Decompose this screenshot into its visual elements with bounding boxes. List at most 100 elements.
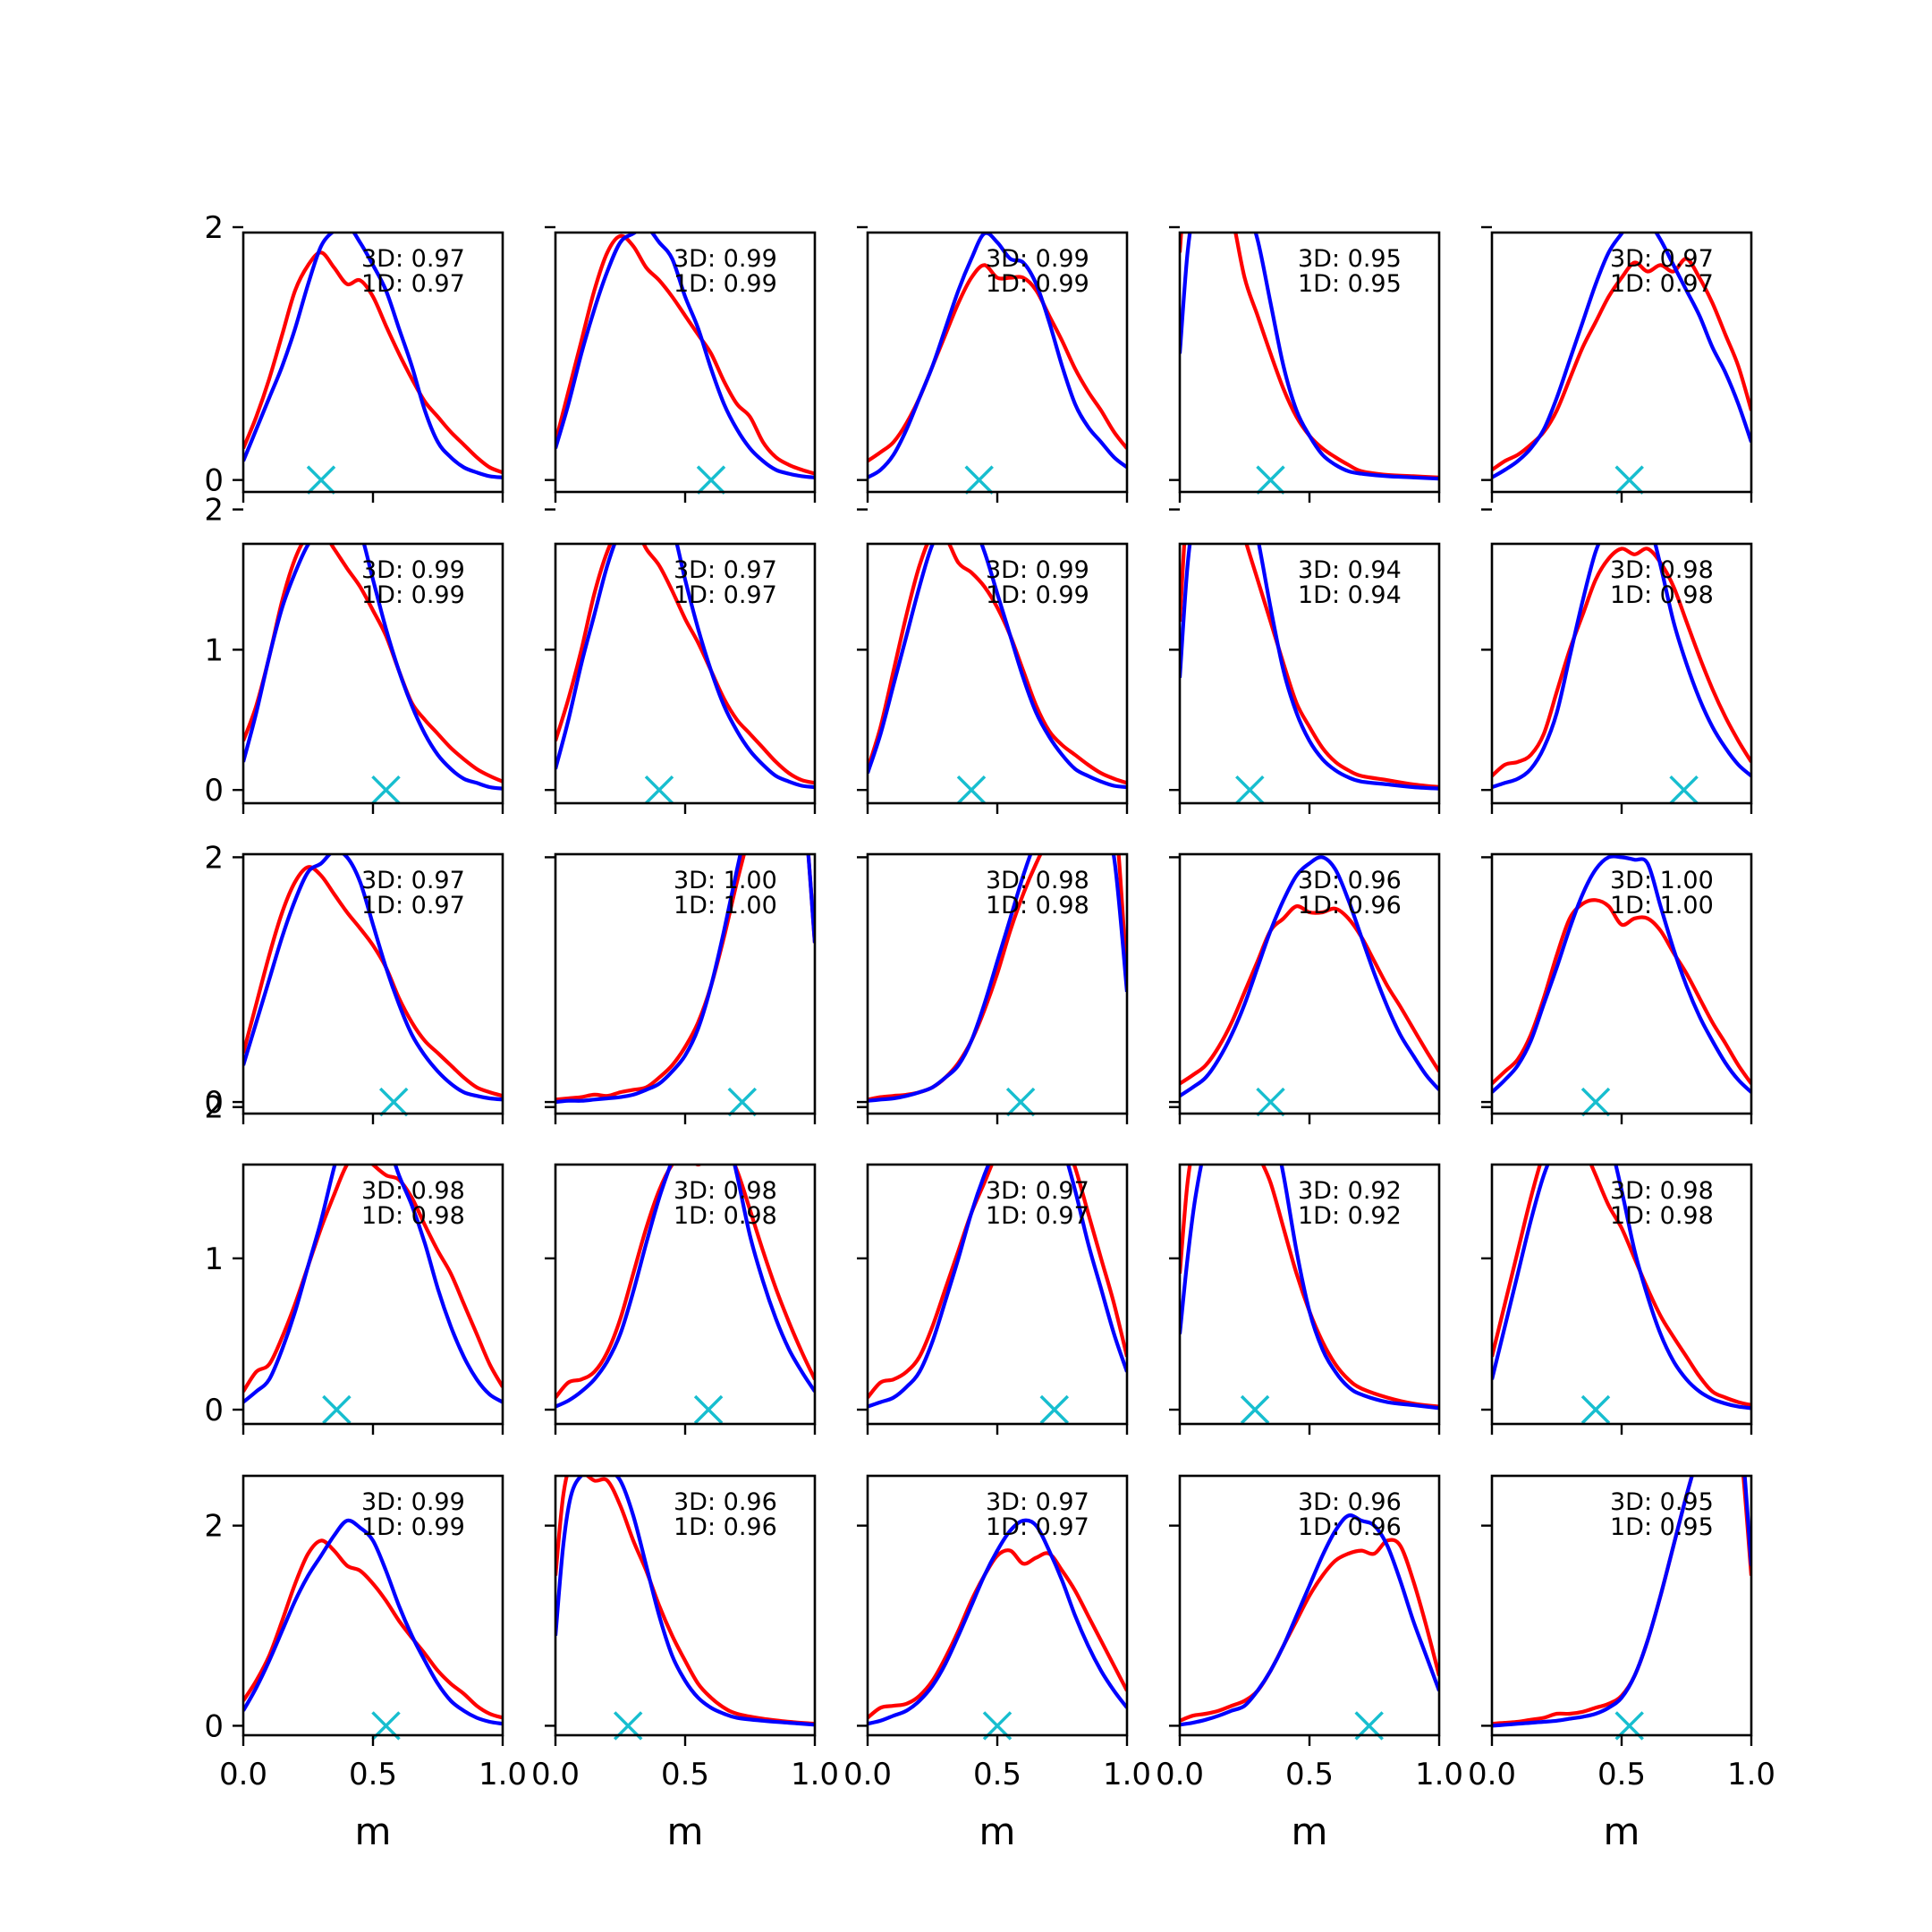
annotation-1d: 1D: 0.98: [1610, 1202, 1714, 1230]
series-red-line: [1492, 547, 1751, 778]
annotation-1d: 1D: 0.98: [986, 892, 1089, 919]
x-tick-label: 0.0: [531, 1757, 580, 1792]
y-tick-label: 0: [204, 1085, 224, 1121]
annotation-3d: 3D: 1.00: [1610, 867, 1714, 894]
series-red-line: [555, 233, 815, 476]
y-tick-label: 0: [204, 463, 224, 499]
annotation-1d: 1D: 0.99: [674, 270, 777, 298]
annotation-1d: 1D: 0.98: [674, 1202, 777, 1230]
annotation-1d: 1D: 0.97: [1610, 270, 1714, 298]
annotation-3d: 3D: 0.95: [1610, 1488, 1714, 1516]
y-tick-label: 0: [204, 1708, 224, 1744]
annotation-1d: 1D: 0.99: [986, 270, 1089, 298]
x-tick-label: 0.5: [1597, 1757, 1646, 1792]
series-red-line: [243, 1165, 503, 1393]
annotation-1d: 1D: 0.92: [1298, 1202, 1402, 1230]
series-blue-line: [555, 544, 815, 790]
marker-x: [1256, 465, 1285, 495]
marker-x: [1614, 465, 1644, 495]
annotation-1d: 1D: 0.97: [674, 581, 777, 609]
series-blue-line: [1180, 544, 1439, 791]
annotation-3d: 3D: 0.99: [361, 556, 465, 584]
annotation-3d: 3D: 0.97: [361, 867, 465, 894]
series-blue-line: [868, 233, 1127, 479]
series-blue-line: [555, 854, 815, 1105]
annotation-3d: 3D: 0.98: [1610, 556, 1714, 584]
x-tick-label: 0.0: [843, 1757, 892, 1792]
x-axis-label: m: [979, 1809, 1016, 1853]
marker-x: [727, 1087, 758, 1117]
annotation-1d: 1D: 0.97: [986, 1202, 1089, 1230]
x-tick-label: 1.0: [1727, 1757, 1775, 1792]
series-red-line: [555, 854, 815, 1102]
marker-x: [696, 465, 726, 495]
y-tick-label: 1: [204, 632, 224, 668]
x-tick-label: 0.0: [1156, 1757, 1204, 1792]
series-red-line: [1180, 904, 1439, 1086]
series-blue-line: [868, 1165, 1127, 1409]
annotation-3d: 3D: 0.97: [1610, 245, 1714, 273]
series-blue-line: [1180, 1165, 1439, 1411]
y-tick-label: 2: [204, 210, 224, 246]
series-red-line: [555, 1476, 815, 1726]
series-red-line: [1492, 898, 1751, 1086]
annotation-1d: 1D: 0.99: [361, 1513, 465, 1541]
marker-x: [378, 1087, 409, 1117]
annotation-3d: 3D: 0.98: [361, 1177, 465, 1205]
x-axis-label: m: [355, 1809, 392, 1853]
series-blue-line: [868, 854, 1127, 1103]
marker-x: [956, 775, 987, 805]
series-blue-line: [555, 1165, 815, 1409]
annotation-1d: 1D: 0.96: [1298, 1513, 1402, 1541]
x-tick-label: 1.0: [791, 1757, 839, 1792]
series-blue-line: [1492, 1476, 1751, 1728]
annotation-1d: 1D: 0.96: [1298, 892, 1402, 919]
y-tick-label: 2: [204, 840, 224, 876]
annotation-1d: 1D: 0.95: [1610, 1513, 1714, 1541]
series-blue-line: [243, 544, 503, 791]
annotation-1d: 1D: 0.97: [361, 270, 465, 298]
y-tick-label: 1: [204, 1241, 224, 1277]
series-red-line: [1180, 1165, 1439, 1409]
marker-x: [1580, 1394, 1611, 1425]
annotation-1d: 1D: 0.94: [1298, 581, 1402, 609]
annotation-1d: 1D: 0.98: [361, 1202, 465, 1230]
series-red-line: [555, 1165, 815, 1399]
x-tick-label: 0.5: [1285, 1757, 1334, 1792]
annotation-3d: 3D: 1.00: [674, 867, 777, 894]
marker-x: [1240, 1394, 1270, 1425]
marker-x: [371, 775, 401, 805]
annotation-1d: 1D: 0.97: [986, 1513, 1089, 1541]
series-blue-line: [1180, 1513, 1439, 1727]
series-red-line: [243, 865, 503, 1098]
marker-x: [693, 1394, 724, 1425]
series-red-line: [1492, 1165, 1751, 1407]
x-axis-label: m: [1604, 1809, 1640, 1853]
annotation-1d: 1D: 0.99: [986, 581, 1089, 609]
series-red-line: [243, 250, 503, 475]
x-tick-label: 0.0: [1468, 1757, 1516, 1792]
series-red-line: [243, 544, 503, 784]
annotation-3d: 3D: 0.98: [986, 867, 1089, 894]
annotation-3d: 3D: 0.97: [986, 1488, 1089, 1516]
marker-x: [1039, 1394, 1070, 1425]
annotation-1d: 1D: 1.00: [674, 892, 777, 919]
annotation-3d: 3D: 0.97: [674, 556, 777, 584]
